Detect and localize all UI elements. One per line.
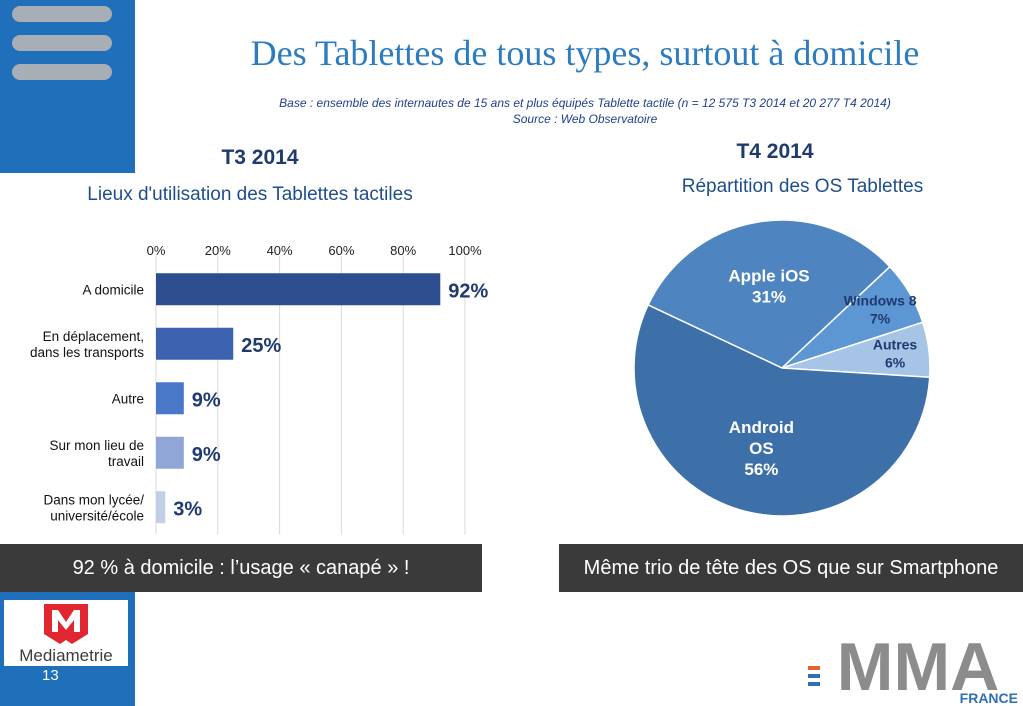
category-label: université/école — [50, 508, 144, 523]
bar-value-label: 3% — [173, 498, 202, 520]
pie-slice-label: 56% — [744, 460, 778, 479]
mediametrie-logo: Mediametrie — [4, 600, 128, 666]
pie-slice-label: Windows 8 — [844, 293, 917, 309]
category-label: Sur mon lieu de — [49, 438, 144, 453]
pie-slice-label: Autres — [873, 336, 918, 352]
pie-slice-label: 6% — [885, 354, 906, 370]
category-label: travail — [108, 454, 144, 469]
category-label: dans les transports — [30, 345, 144, 360]
menu-bar-2 — [12, 35, 112, 51]
bar-chart: 0% 20% 40% 60% 80% 100% 92% A domicile 25% En dép… — [30, 243, 489, 535]
right-period: T4 2014 — [736, 140, 814, 163]
pie-slice — [647, 219, 891, 369]
pie-slice-label: 7% — [870, 311, 891, 327]
pie-slice — [633, 303, 931, 517]
menu-bar-3 — [12, 64, 112, 80]
x-tick-label: 80% — [390, 243, 416, 258]
base-line: Base : ensemble des internautes de 15 an… — [279, 96, 891, 110]
menu-bar-1 — [12, 6, 112, 22]
bar-chart-title: Lieux d'utilisation des Tablettes tactil… — [87, 184, 413, 205]
left-band-top — [0, 0, 135, 173]
pie-slice-label: Android — [729, 418, 794, 437]
bar-value-label: 25% — [241, 335, 281, 357]
pie-chart-title: Répartition des OS Tablettes — [681, 176, 924, 197]
category-label: Dans mon lycée/ — [43, 492, 144, 507]
mma-france-text: FRANCE — [960, 690, 1018, 706]
left-period: T3 2014 — [221, 146, 299, 169]
x-tick-label: 20% — [205, 243, 231, 258]
bar-value-label: 92% — [448, 280, 488, 302]
mma-wordmark: MMA — [837, 629, 999, 705]
x-tick-label: 40% — [267, 243, 293, 258]
mediametrie-wordmark: Mediametrie — [19, 646, 113, 665]
bar — [156, 273, 441, 306]
x-tick-label: 60% — [328, 243, 354, 258]
category-label: Autre — [112, 391, 144, 406]
category-label: En déplacement, — [43, 329, 144, 344]
mediametrie-m-icon — [44, 604, 88, 644]
bar-value-label: 9% — [192, 444, 221, 466]
mma-france-logo: MMA FRANCE — [808, 629, 1018, 706]
bar — [156, 491, 166, 524]
pie-slice-label: 31% — [752, 287, 786, 306]
mma-stripe-3 — [808, 682, 820, 686]
right-banner: Même trio de tête des OS que sur Smartph… — [559, 544, 1023, 592]
pie-slice-label: Apple iOS — [728, 266, 809, 285]
bar — [156, 436, 184, 469]
page-title: Des Tablettes de tous types, surtout à d… — [250, 33, 920, 73]
mma-stripe-1 — [808, 666, 820, 670]
bar — [156, 382, 184, 415]
subtitle: Base : ensemble des internautes de 15 an… — [150, 95, 1020, 127]
x-tick-label: 0% — [147, 243, 166, 258]
pie-slice-label: OS — [749, 439, 774, 458]
page-number: 13 — [42, 667, 59, 684]
bar-value-label: 9% — [192, 389, 221, 411]
source-line: Source : Web Observatoire — [512, 112, 658, 126]
x-tick-label: 100% — [448, 243, 482, 258]
category-label: A domicile — [82, 282, 144, 297]
mma-stripe-2 — [808, 674, 820, 678]
bar — [156, 327, 234, 360]
left-banner: 92 % à domicile : l’usage « canapé » ! — [0, 544, 482, 592]
pie-chart: Apple iOS 31% Windows 8 7% Autres 6% Android OS… — [633, 219, 931, 517]
